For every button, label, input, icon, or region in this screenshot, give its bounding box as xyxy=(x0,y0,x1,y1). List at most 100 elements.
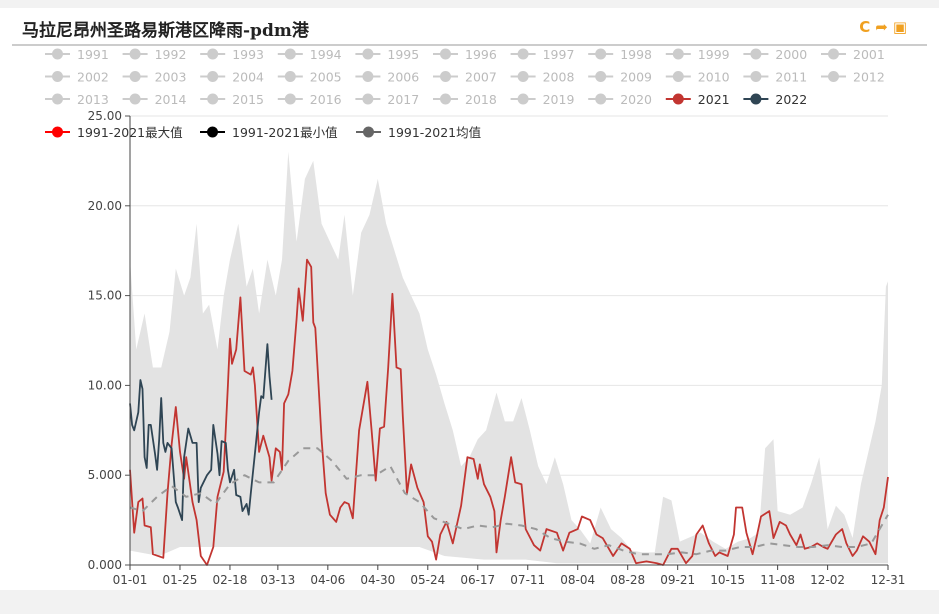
legend-item-2013: 2013 xyxy=(77,92,109,107)
legend-marker-1993[interactable] xyxy=(207,48,219,60)
legend-item-2008: 2008 xyxy=(543,70,575,85)
legend-marker-2015[interactable] xyxy=(207,93,219,105)
legend-marker-2013[interactable] xyxy=(52,93,63,105)
legend-marker-2011[interactable] xyxy=(750,71,762,82)
legend-item-2004: 2004 xyxy=(232,70,264,85)
legend-item-2007: 2007 xyxy=(465,70,497,85)
legend-marker-2006[interactable] xyxy=(362,71,374,82)
legend-marker-1994[interactable] xyxy=(284,48,296,60)
legend-marker-2018[interactable] xyxy=(440,93,451,105)
legend-marker-2009[interactable] xyxy=(595,71,607,82)
legend-marker-1996[interactable] xyxy=(440,48,451,60)
x-tick-label: 09-21 xyxy=(660,573,695,587)
legend-marker-2010[interactable] xyxy=(672,71,684,82)
max-min-range-area xyxy=(130,151,888,564)
legend-marker-2008[interactable] xyxy=(517,71,529,82)
legend-marker-2000[interactable] xyxy=(750,48,762,60)
x-tick-label: 12-02 xyxy=(810,573,845,587)
legend-item-1994: 1994 xyxy=(310,47,342,62)
legend-marker-2020[interactable] xyxy=(595,93,607,105)
legend-item-2015: 2015 xyxy=(232,92,264,107)
legend-marker-2005[interactable] xyxy=(284,71,296,82)
x-tick-label: 02-18 xyxy=(213,573,248,587)
legend-item-1992: 1992 xyxy=(155,47,187,62)
refresh-icon[interactable]: C xyxy=(859,18,871,36)
y-tick-label: 10.00 xyxy=(88,378,122,392)
legend-item-2006: 2006 xyxy=(387,70,419,85)
save-image-icon[interactable]: ▣ xyxy=(892,18,907,36)
legend-marker-1999[interactable] xyxy=(672,48,684,60)
legend-item-2003: 2003 xyxy=(155,70,187,85)
legend-item-2022: 2022 xyxy=(775,92,807,107)
legend-marker-stat[interactable] xyxy=(207,126,218,138)
legend-item-1995: 1995 xyxy=(387,47,419,62)
legend-marker-2019[interactable] xyxy=(517,93,529,105)
legend-marker-stat[interactable] xyxy=(363,126,374,138)
legend-marker-2007[interactable] xyxy=(440,71,451,82)
legend-item-2020: 2020 xyxy=(620,92,652,107)
legend-item-2009: 2009 xyxy=(620,70,652,85)
x-tick-label: 11-08 xyxy=(760,573,795,587)
legend-item-stat: 1991-2021均值 xyxy=(388,125,481,140)
legend-marker-2004[interactable] xyxy=(207,71,219,82)
x-tick-label: 01-25 xyxy=(163,573,198,587)
y-tick-label: 25.00 xyxy=(88,109,122,123)
x-tick-label: 04-30 xyxy=(360,573,395,587)
x-tick-label: 06-17 xyxy=(460,573,495,587)
x-tick-label: 03-13 xyxy=(260,573,295,587)
y-tick-label: 20.00 xyxy=(88,199,122,213)
legend-item-2016: 2016 xyxy=(310,92,342,107)
toolbox: C ➦ ▣ xyxy=(859,18,907,36)
x-tick-label: 04-06 xyxy=(310,573,345,587)
legend-marker-2002[interactable] xyxy=(52,71,63,82)
x-tick-label: 08-28 xyxy=(610,573,645,587)
legend-item-1991: 1991 xyxy=(77,47,109,62)
legend-marker-1998[interactable] xyxy=(595,48,607,60)
x-tick-label: 08-04 xyxy=(560,573,595,587)
share-icon[interactable]: ➦ xyxy=(875,18,888,36)
legend-marker-1995[interactable] xyxy=(362,48,374,60)
legend-item-2014: 2014 xyxy=(155,92,187,107)
legend-marker-2021[interactable] xyxy=(672,93,684,105)
series-line-1991-2021均值 xyxy=(129,447,889,556)
y-tick-label: 5.000 xyxy=(88,468,122,482)
legend-marker-2017[interactable] xyxy=(362,93,374,105)
legend-item-2019: 2019 xyxy=(543,92,575,107)
legend-marker-2016[interactable] xyxy=(284,93,296,105)
legend-marker-2001[interactable] xyxy=(828,48,839,60)
y-tick-label: 15.00 xyxy=(88,289,122,303)
x-tick-label: 07-11 xyxy=(510,573,545,587)
legend-item-stat: 1991-2021最大值 xyxy=(77,125,183,140)
legend-item-1993: 1993 xyxy=(232,47,264,62)
legend-marker-1991[interactable] xyxy=(52,48,63,60)
x-tick-label: 01-01 xyxy=(113,573,148,587)
legend-item-2018: 2018 xyxy=(465,92,497,107)
title-divider xyxy=(12,44,927,46)
legend-item-1999: 1999 xyxy=(698,47,730,62)
legend-item-2000: 2000 xyxy=(775,47,807,62)
legend-marker-2014[interactable] xyxy=(129,93,141,105)
legend-item-2021: 2021 xyxy=(698,92,730,107)
legend-item-2012: 2012 xyxy=(853,70,885,85)
series-line-2022 xyxy=(129,343,273,521)
legend-marker-2022[interactable] xyxy=(750,93,762,105)
legend-item-2010: 2010 xyxy=(698,70,730,85)
x-tick-label: 10-15 xyxy=(710,573,745,587)
legend-item-1997: 1997 xyxy=(543,47,575,62)
x-tick-label: 05-24 xyxy=(410,573,445,587)
legend-item-2001: 2001 xyxy=(853,47,885,62)
legend-item-2017: 2017 xyxy=(387,92,419,107)
legend-item-stat: 1991-2021最小值 xyxy=(232,125,338,140)
y-tick-label: 0.000 xyxy=(88,558,122,572)
legend-item-1996: 1996 xyxy=(465,47,497,62)
page-title: 马拉尼昂州圣路易斯港区降雨-pdm港 xyxy=(22,21,309,41)
legend-marker-1997[interactable] xyxy=(517,48,529,60)
legend-marker-2003[interactable] xyxy=(129,71,141,82)
x-tick-label: 12-31 xyxy=(871,573,906,587)
legend-marker-stat[interactable] xyxy=(52,126,63,138)
legend-item-1998: 1998 xyxy=(620,47,652,62)
legend-marker-2012[interactable] xyxy=(828,71,839,82)
legend-item-2011: 2011 xyxy=(775,70,807,85)
legend-marker-1992[interactable] xyxy=(129,48,141,60)
